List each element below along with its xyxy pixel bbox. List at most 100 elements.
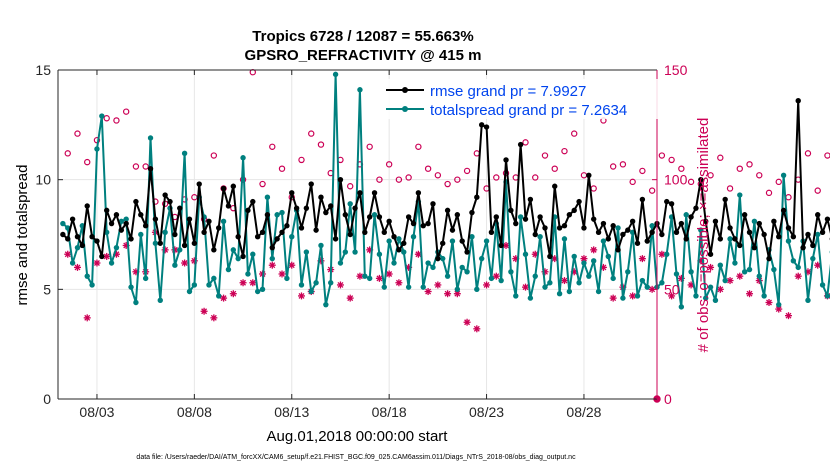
spread-point — [780, 172, 787, 178]
possible-obs-point — [746, 161, 753, 168]
rmse-point — [186, 216, 193, 222]
x-tick-label: 08/08 — [177, 404, 212, 420]
rmse-point — [732, 236, 738, 242]
spread-point — [776, 301, 782, 308]
assimilated-obs-point — [707, 263, 715, 271]
rmse-point — [274, 236, 280, 242]
spread-point — [371, 212, 378, 218]
rmse-point — [69, 216, 76, 222]
rmse-point — [167, 198, 173, 205]
rmse-point — [824, 216, 830, 222]
chart-title: Tropics 6728 / 12087 = 55.663% — [252, 28, 473, 45]
spread-point — [610, 275, 616, 282]
rmse-point — [478, 122, 485, 128]
rmse-point — [556, 225, 563, 231]
spread-point — [245, 271, 251, 277]
spread-point — [464, 269, 470, 275]
spread-point — [113, 244, 120, 251]
assimilated-obs-point — [278, 270, 286, 278]
rmse-point — [108, 220, 115, 227]
spread-point — [600, 238, 607, 244]
rmse-point — [289, 190, 295, 196]
assimilated-obs-point — [424, 288, 432, 296]
rmse-point — [722, 196, 728, 203]
possible-obs-point — [765, 189, 773, 197]
rmse-point — [435, 255, 441, 262]
rmse-point — [566, 212, 573, 218]
rmse-point — [449, 227, 456, 233]
rmse-point — [683, 236, 689, 242]
rmse-point — [571, 207, 577, 214]
assimilated-obs-point — [220, 294, 228, 302]
rmse-point — [152, 216, 159, 222]
spread-point — [634, 293, 641, 299]
spread-point — [815, 231, 821, 238]
rmse-point — [230, 183, 237, 189]
possible-obs-point — [122, 108, 130, 115]
rmse-point — [318, 194, 324, 200]
spread-point — [269, 255, 275, 262]
assimilated-obs-point — [609, 294, 617, 302]
spread-point — [181, 150, 188, 157]
spread-point — [756, 273, 762, 279]
rmse-point — [430, 201, 436, 207]
x-tick-label: 08/03 — [79, 404, 114, 420]
spread-point — [683, 212, 689, 218]
spread-point — [240, 155, 246, 161]
rmse-point — [99, 253, 105, 260]
rmse-point — [454, 212, 461, 218]
possible-obs-point — [756, 172, 763, 179]
spread-point — [235, 255, 241, 262]
spread-point — [264, 194, 271, 200]
assimilated-obs-point — [249, 279, 257, 287]
rmse-point — [362, 229, 368, 236]
possible-obs-point — [541, 152, 549, 159]
spread-point — [123, 216, 129, 222]
y-right-tick-label: 150 — [664, 62, 688, 78]
rmse-point — [712, 218, 719, 225]
rmse-point — [371, 190, 378, 196]
spread-point — [259, 286, 266, 293]
rmse-point — [79, 242, 86, 249]
possible-obs-point — [687, 178, 695, 186]
rmse-point — [172, 231, 178, 238]
spread-point — [172, 262, 178, 268]
rmse-point — [688, 214, 694, 220]
rmse-point — [206, 218, 212, 225]
rmse-point — [405, 214, 412, 220]
assimilated-obs-point — [522, 283, 530, 291]
rmse-point — [444, 207, 451, 214]
spread-point — [459, 264, 465, 271]
assimilated-obs-point — [336, 281, 344, 289]
assimilated-obs-point — [473, 325, 481, 333]
rmse-point — [337, 176, 344, 183]
spread-point — [478, 255, 485, 262]
spread-point — [376, 251, 383, 257]
assimilated-obs-point — [444, 290, 452, 298]
rmse-point — [537, 214, 543, 220]
rmse-point — [191, 240, 198, 246]
rmse-point — [128, 236, 134, 242]
possible-obs-point — [658, 152, 666, 159]
assimilated-obs-point — [181, 259, 189, 267]
rmse-point — [805, 231, 811, 238]
assimilated-obs-point — [83, 314, 91, 322]
spread-point — [785, 238, 792, 244]
spread-point — [230, 247, 237, 253]
spread-point — [362, 273, 368, 279]
rmse-point — [177, 205, 183, 211]
spread-point — [527, 295, 534, 301]
possible-obs-point — [775, 178, 782, 186]
assimilated-obs-point — [784, 312, 792, 320]
rmse-point — [810, 242, 816, 249]
spread-point — [707, 284, 714, 290]
spread-point — [381, 284, 387, 290]
rmse-point — [133, 198, 139, 205]
spread-point — [440, 255, 446, 262]
rmse-point — [142, 223, 149, 229]
rmse-point — [342, 212, 349, 218]
rmse-point — [741, 212, 748, 218]
spread-point — [99, 113, 105, 119]
rmse-point — [84, 203, 90, 209]
